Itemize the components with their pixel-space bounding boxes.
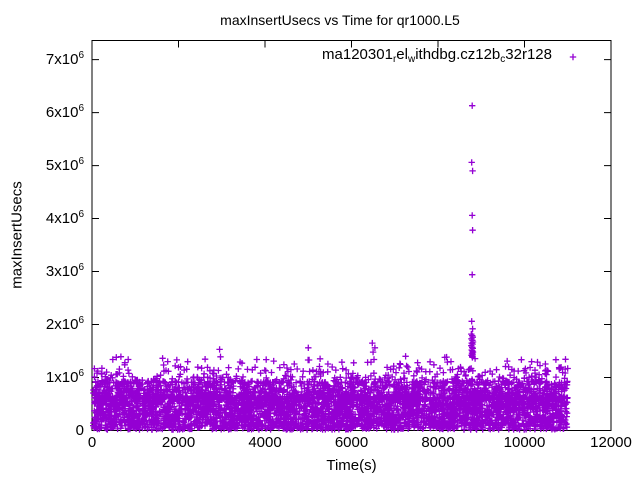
legend-label-segment: el — [396, 46, 408, 63]
legend-label-segment: 32r128 — [505, 46, 552, 63]
plot-border — [91, 40, 612, 431]
legend-label-subscript: c — [500, 54, 506, 65]
x-tick-label: 6000 — [334, 434, 369, 451]
legend-marker-icon — [569, 53, 577, 61]
y-tick-label: 3x106 — [45, 261, 84, 280]
x-tick-label: 8000 — [421, 434, 455, 451]
x-tick-label: 4000 — [248, 434, 282, 451]
x-tick-label: 0 — [87, 434, 97, 451]
legend-series-label: ma120301relwithdbg.cz12bc32r128 — [322, 46, 552, 65]
y-tick-label: 1x106 — [45, 367, 84, 386]
y-tick-label: 2x106 — [45, 314, 84, 333]
y-tick-label: 6x106 — [45, 102, 84, 121]
y-tick-exponent: 6 — [78, 208, 84, 220]
legend-label-segment: ma120301 — [322, 46, 393, 63]
y-tick-exponent: 6 — [78, 261, 84, 273]
x-tick-label: 12000 — [590, 434, 632, 451]
scatter-points — [90, 102, 571, 433]
x-tick-label: 10000 — [503, 434, 546, 451]
y-tick-label: 0 — [75, 421, 84, 439]
y-tick-exponent: 6 — [78, 367, 84, 379]
x-axis-label: Time(s) — [326, 457, 377, 474]
axis-ticks — [91, 40, 612, 431]
y-tick-exponent: 6 — [78, 314, 84, 326]
y-tick-exponent: 6 — [78, 102, 84, 114]
y-tick-label: 7x106 — [45, 49, 84, 68]
chart-title: maxInsertUsecs vs Time for qr1000.L5 — [220, 12, 460, 28]
y-tick-exponent: 6 — [78, 155, 84, 167]
y-tick-label: 4x106 — [45, 208, 84, 227]
y-tick-exponent: 6 — [78, 49, 84, 61]
legend-label-subscript: r — [392, 54, 397, 65]
x-tick-label: 2000 — [161, 434, 196, 451]
legend-label-segment: ithdbg.cz12b — [415, 46, 501, 63]
y-tick-label: 5x106 — [45, 155, 84, 174]
legend-label-subscript: w — [407, 54, 416, 65]
